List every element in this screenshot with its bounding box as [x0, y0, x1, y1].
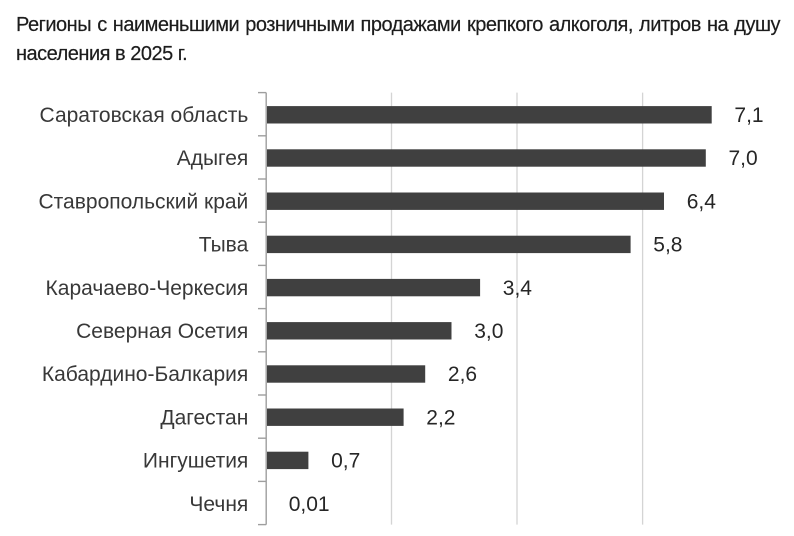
svg-text:Карачаево-Черкесия: Карачаево-Черкесия — [46, 277, 249, 300]
svg-text:Чечня: Чечня — [189, 493, 248, 516]
svg-text:7,1: 7,1 — [734, 104, 763, 127]
svg-text:2,6: 2,6 — [448, 363, 477, 386]
svg-text:Адыгея: Адыгея — [177, 147, 249, 170]
svg-text:7,0: 7,0 — [729, 147, 758, 170]
svg-text:Северная Осетия: Северная Осетия — [76, 320, 248, 343]
svg-text:Тыва: Тыва — [199, 234, 249, 257]
svg-text:5,8: 5,8 — [653, 234, 682, 257]
svg-text:Дагестан: Дагестан — [160, 406, 248, 429]
svg-text:Саратовская область: Саратовская область — [40, 104, 249, 127]
svg-text:3,0: 3,0 — [474, 320, 503, 343]
svg-text:Ставропольский край: Ставропольский край — [39, 190, 249, 213]
svg-text:3,4: 3,4 — [503, 277, 533, 300]
svg-text:Кабардино-Балкария: Кабардино-Балкария — [42, 363, 248, 386]
svg-text:0,01: 0,01 — [289, 493, 330, 516]
svg-text:Ингушетия: Ингушетия — [143, 450, 248, 473]
svg-text:0,7: 0,7 — [331, 450, 360, 473]
svg-text:2,2: 2,2 — [426, 406, 455, 429]
svg-text:6,4: 6,4 — [687, 190, 717, 213]
